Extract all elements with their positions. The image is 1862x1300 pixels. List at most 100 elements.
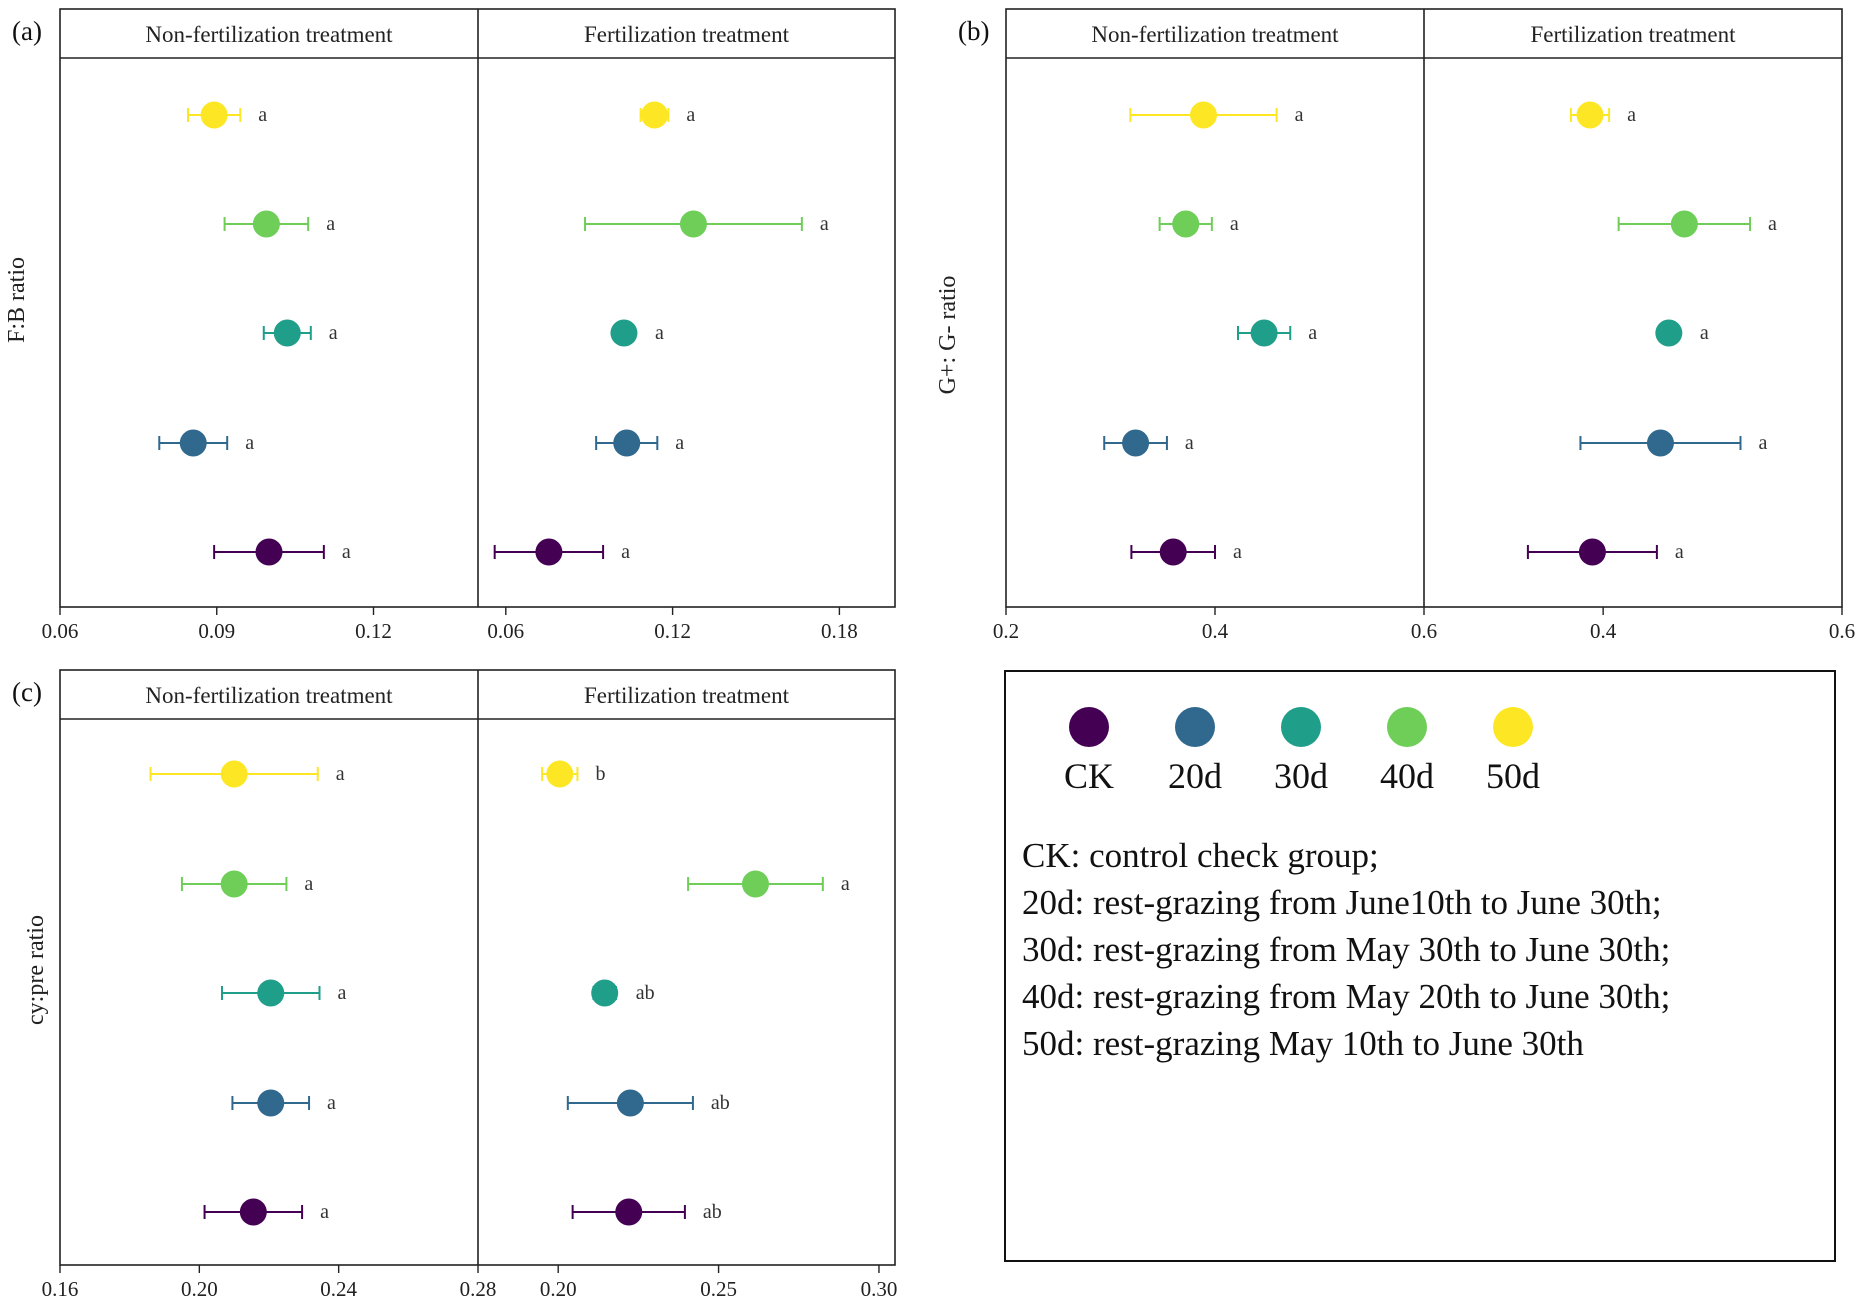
legend-dot-40d bbox=[1387, 707, 1427, 747]
legend-item-40d: 40d bbox=[1354, 707, 1460, 797]
significance-letter: ab bbox=[636, 982, 655, 1004]
point-20d bbox=[179, 429, 207, 457]
x-tick-label: 0.12 bbox=[355, 619, 392, 643]
panel-label: (a) bbox=[12, 16, 42, 46]
point-ck bbox=[535, 538, 563, 566]
point-50d bbox=[1190, 101, 1218, 129]
point-ck bbox=[239, 1198, 267, 1226]
significance-letter: a bbox=[320, 1201, 329, 1223]
significance-letter: a bbox=[621, 541, 630, 563]
significance-letter: a bbox=[258, 104, 267, 126]
x-tick-label: 0.06 bbox=[42, 619, 79, 643]
point-ck bbox=[1578, 538, 1606, 566]
point-30d bbox=[1250, 319, 1278, 347]
point-50d bbox=[641, 101, 669, 129]
x-tick-label: 0.20 bbox=[540, 1277, 577, 1300]
significance-letter: a bbox=[329, 322, 338, 344]
significance-letter: a bbox=[1233, 541, 1242, 563]
x-tick-label: 0.28 bbox=[460, 1277, 497, 1300]
point-40d bbox=[1172, 210, 1200, 238]
legend-item-50d: 50d bbox=[1460, 707, 1566, 797]
panel-1: (b) G+: G- ratio Non-fertilization treatme… bbox=[935, 8, 1855, 643]
significance-letter: a bbox=[820, 213, 829, 235]
significance-letter: a bbox=[1295, 104, 1304, 126]
significance-letter: a bbox=[1700, 322, 1709, 344]
significance-letter: a bbox=[1185, 432, 1194, 454]
y-axis-label: cy:pre ratio bbox=[23, 915, 49, 1025]
panel-2: (c) cy:pre ratio Non-fertilization treatme… bbox=[12, 669, 898, 1300]
x-tick-label: 0.4 bbox=[1202, 619, 1229, 643]
point-50d bbox=[220, 760, 248, 788]
x-tick-label: 0.12 bbox=[654, 619, 691, 643]
strip-title: Non-fertilization treatment bbox=[145, 683, 393, 708]
definition-20d: 20d: rest-grazing from June10th to June … bbox=[1022, 883, 1662, 922]
y-axis-label: G+: G- ratio bbox=[935, 276, 961, 395]
significance-letter: a bbox=[336, 763, 345, 785]
point-ck bbox=[1159, 538, 1187, 566]
point-50d bbox=[200, 101, 228, 129]
point-40d bbox=[741, 870, 769, 898]
significance-letter: a bbox=[327, 1092, 336, 1114]
legend-item-20d: 20d bbox=[1142, 707, 1248, 797]
significance-letter: a bbox=[655, 322, 664, 344]
significance-letter: a bbox=[1627, 104, 1636, 126]
point-40d bbox=[252, 210, 280, 238]
legend-dot-30d bbox=[1281, 707, 1321, 747]
strip-title: Non-fertilization treatment bbox=[1091, 22, 1339, 47]
y-axis-label: F:B ratio bbox=[4, 257, 30, 343]
legend-label-ck: CK bbox=[1063, 756, 1114, 796]
legend-item-30d: 30d bbox=[1248, 707, 1354, 797]
x-tick-label: 0.06 bbox=[487, 619, 524, 643]
point-30d bbox=[591, 979, 619, 1007]
significance-letter: a bbox=[304, 873, 313, 895]
point-30d bbox=[273, 319, 301, 347]
significance-letter: a bbox=[1230, 213, 1239, 235]
point-ck bbox=[615, 1198, 643, 1226]
significance-letter: a bbox=[686, 104, 695, 126]
x-tick-label: 0.09 bbox=[198, 619, 235, 643]
significance-letter: a bbox=[342, 541, 351, 563]
strip-title: Fertilization treatment bbox=[1530, 22, 1736, 47]
panel-0: (a) F:B ratio Non-fertilization treatment 0… bbox=[4, 8, 896, 643]
x-tick-label: 0.4 bbox=[1590, 619, 1617, 643]
significance-letter: a bbox=[326, 213, 335, 235]
significance-letter: a bbox=[338, 982, 347, 1004]
point-30d bbox=[610, 319, 638, 347]
legend-dot-50d bbox=[1493, 707, 1533, 747]
point-ck bbox=[255, 538, 283, 566]
point-40d bbox=[1670, 210, 1698, 238]
legend-label-20d: 20d bbox=[1168, 756, 1222, 796]
significance-letter: a bbox=[1758, 432, 1767, 454]
point-20d bbox=[616, 1089, 644, 1117]
legend-swatches: CK 20d 30d 40d 50d bbox=[1036, 707, 1566, 797]
legend-label-30d: 30d bbox=[1274, 756, 1328, 796]
significance-letter: a bbox=[675, 432, 684, 454]
significance-letter: a bbox=[841, 873, 850, 895]
significance-letter: b bbox=[595, 763, 605, 785]
point-40d bbox=[220, 870, 248, 898]
x-tick-label: 0.6 bbox=[1829, 619, 1855, 643]
legend-definitions: CK: control check group; 20d: rest-grazi… bbox=[1022, 832, 1670, 1067]
significance-letter: ab bbox=[703, 1201, 722, 1223]
significance-letter: a bbox=[1308, 322, 1317, 344]
significance-letter: a bbox=[1675, 541, 1684, 563]
point-50d bbox=[1576, 101, 1604, 129]
significance-letter: a bbox=[1768, 213, 1777, 235]
definition-40d: 40d: rest-grazing from May 20th to June … bbox=[1022, 977, 1671, 1016]
x-tick-label: 0.16 bbox=[42, 1277, 79, 1300]
point-20d bbox=[257, 1089, 285, 1117]
point-50d bbox=[546, 760, 574, 788]
legend-box: CK 20d 30d 40d 50d CK: control check gro… bbox=[1004, 670, 1836, 1262]
significance-letter: ab bbox=[711, 1092, 730, 1114]
definition-30d: 30d: rest-grazing from May 30th to June … bbox=[1022, 930, 1671, 969]
strip-title: Fertilization treatment bbox=[584, 22, 790, 47]
legend-dot-20d bbox=[1175, 707, 1215, 747]
x-tick-label: 0.30 bbox=[861, 1277, 898, 1300]
x-tick-label: 0.18 bbox=[821, 619, 858, 643]
legend-label-50d: 50d bbox=[1486, 756, 1540, 796]
point-40d bbox=[679, 210, 707, 238]
panel-label: (b) bbox=[958, 16, 989, 46]
significance-letter: a bbox=[245, 432, 254, 454]
legend-dot-ck bbox=[1069, 707, 1109, 747]
